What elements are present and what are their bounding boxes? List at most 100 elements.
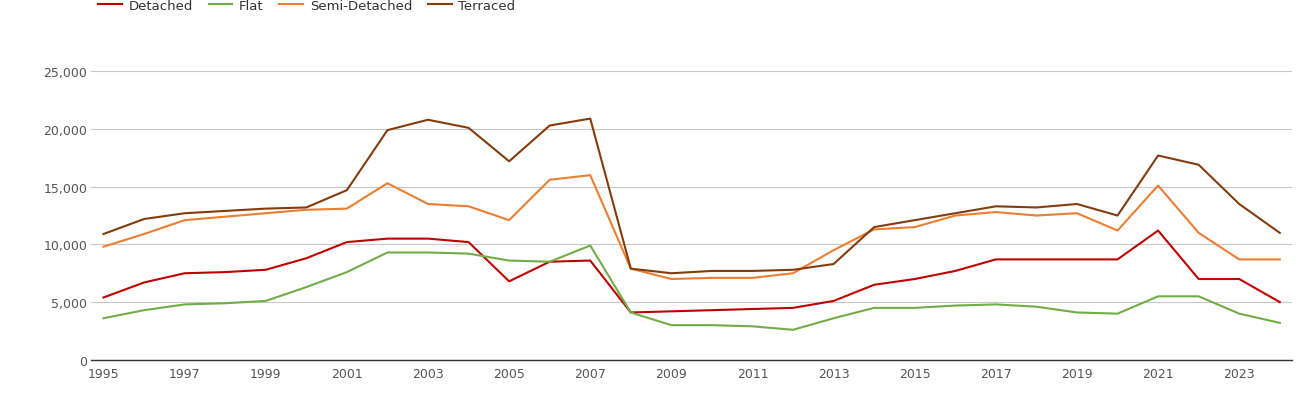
- Line: Flat: Flat: [103, 246, 1280, 330]
- Semi-Detached: [1069, 211, 1084, 216]
- Flat: [218, 301, 234, 306]
- Terraced: [947, 211, 963, 216]
- Semi-Detached: [176, 218, 192, 223]
- Terraced: [786, 267, 801, 272]
- Semi-Detached: [663, 277, 679, 282]
- Detached: [420, 236, 436, 241]
- Flat: [705, 323, 720, 328]
- Semi-Detached: [745, 276, 761, 281]
- Terraced: [95, 232, 111, 237]
- Terraced: [542, 124, 557, 129]
- Detached: [1028, 257, 1044, 262]
- Flat: [1109, 311, 1125, 316]
- Terraced: [826, 262, 842, 267]
- Semi-Detached: [622, 267, 638, 272]
- Semi-Detached: [501, 218, 517, 223]
- Flat: [136, 308, 151, 313]
- Detached: [786, 306, 801, 310]
- Flat: [176, 302, 192, 307]
- Semi-Detached: [947, 213, 963, 218]
- Flat: [420, 250, 436, 255]
- Detached: [745, 307, 761, 312]
- Terraced: [622, 267, 638, 272]
- Semi-Detached: [582, 173, 598, 178]
- Detached: [380, 236, 395, 241]
- Terraced: [461, 126, 476, 131]
- Flat: [501, 258, 517, 263]
- Semi-Detached: [1150, 184, 1165, 189]
- Terraced: [745, 269, 761, 274]
- Terraced: [1150, 154, 1165, 159]
- Detached: [622, 310, 638, 315]
- Terraced: [176, 211, 192, 216]
- Semi-Detached: [542, 178, 557, 183]
- Flat: [745, 324, 761, 329]
- Semi-Detached: [988, 210, 1004, 215]
- Detached: [501, 279, 517, 284]
- Line: Terraced: Terraced: [103, 119, 1280, 274]
- Semi-Detached: [420, 202, 436, 207]
- Flat: [907, 306, 923, 310]
- Detached: [176, 271, 192, 276]
- Semi-Detached: [826, 248, 842, 253]
- Terraced: [339, 188, 355, 193]
- Detached: [1109, 257, 1125, 262]
- Semi-Detached: [461, 204, 476, 209]
- Terraced: [1069, 202, 1084, 207]
- Detached: [461, 240, 476, 245]
- Flat: [1028, 305, 1044, 310]
- Detached: [826, 299, 842, 303]
- Flat: [867, 306, 882, 310]
- Detached: [1191, 277, 1207, 282]
- Semi-Detached: [867, 227, 882, 232]
- Flat: [582, 243, 598, 248]
- Semi-Detached: [1109, 229, 1125, 234]
- Semi-Detached: [786, 271, 801, 276]
- Flat: [1069, 310, 1084, 315]
- Flat: [380, 250, 395, 255]
- Detached: [258, 267, 274, 272]
- Semi-Detached: [907, 225, 923, 230]
- Terraced: [705, 269, 720, 274]
- Flat: [663, 323, 679, 328]
- Flat: [299, 285, 315, 290]
- Semi-Detached: [339, 207, 355, 211]
- Terraced: [1028, 205, 1044, 210]
- Detached: [136, 280, 151, 285]
- Detached: [1069, 257, 1084, 262]
- Terraced: [218, 209, 234, 214]
- Detached: [95, 295, 111, 300]
- Detached: [867, 283, 882, 288]
- Semi-Detached: [380, 181, 395, 186]
- Detached: [582, 258, 598, 263]
- Detached: [299, 256, 315, 261]
- Semi-Detached: [705, 276, 720, 281]
- Terraced: [867, 225, 882, 230]
- Terraced: [420, 118, 436, 123]
- Terraced: [501, 160, 517, 164]
- Flat: [542, 260, 557, 265]
- Terraced: [907, 218, 923, 223]
- Flat: [826, 316, 842, 321]
- Terraced: [988, 204, 1004, 209]
- Semi-Detached: [258, 211, 274, 216]
- Terraced: [258, 207, 274, 211]
- Flat: [339, 270, 355, 275]
- Detached: [988, 257, 1004, 262]
- Flat: [1150, 294, 1165, 299]
- Flat: [461, 252, 476, 256]
- Flat: [988, 302, 1004, 307]
- Terraced: [380, 128, 395, 133]
- Detached: [705, 308, 720, 313]
- Flat: [1232, 311, 1248, 316]
- Line: Semi-Detached: Semi-Detached: [103, 176, 1280, 279]
- Flat: [947, 303, 963, 308]
- Terraced: [136, 217, 151, 222]
- Terraced: [1109, 213, 1125, 218]
- Detached: [339, 240, 355, 245]
- Detached: [218, 270, 234, 275]
- Terraced: [1191, 163, 1207, 168]
- Flat: [1191, 294, 1207, 299]
- Detached: [907, 277, 923, 282]
- Terraced: [1272, 231, 1288, 236]
